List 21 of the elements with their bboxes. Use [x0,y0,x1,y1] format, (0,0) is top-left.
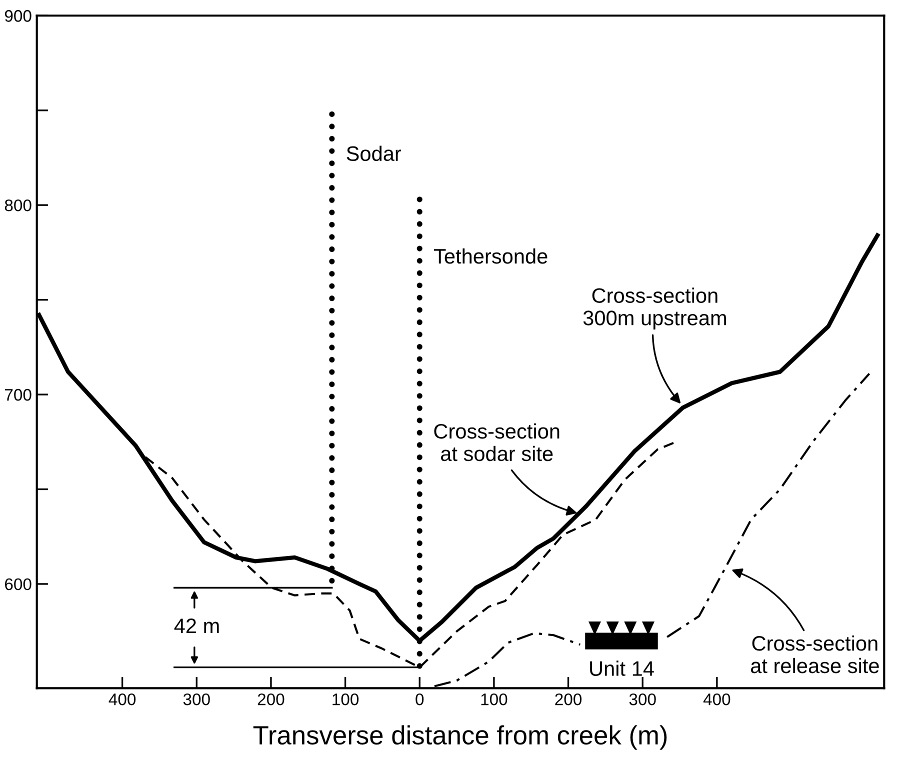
y-tick-label: 700 [5,388,32,401]
annotation: 42 m [174,618,219,634]
x-tick-label: 100 [481,693,508,706]
annotation: Tethersonde [434,248,548,264]
annotation: Cross-section 300m upstream [583,288,726,330]
x-tick-label: 200 [258,693,284,706]
annotation: Cross-section at release site [750,635,879,674]
x-axis-title: Transverse distance from creek (m) [253,725,667,750]
y-tick-label: 900 [4,10,32,22]
annotation: Sodar [346,146,402,162]
x-tick-label: 0 [416,693,424,706]
y-tick-label: 800 [4,199,32,212]
annotation: Unit 14 [590,660,654,676]
x-tick-label: 400 [108,693,136,706]
x-tick-label: 300 [629,693,656,706]
x-tick-label: 200 [555,693,582,706]
x-tick-label: 100 [332,693,359,706]
y-tick-label: 600 [5,578,32,590]
annotation: Cross-section at sodar site [434,423,560,462]
x-tick-label: 300 [183,693,210,706]
x-tick-label: 400 [703,693,730,706]
